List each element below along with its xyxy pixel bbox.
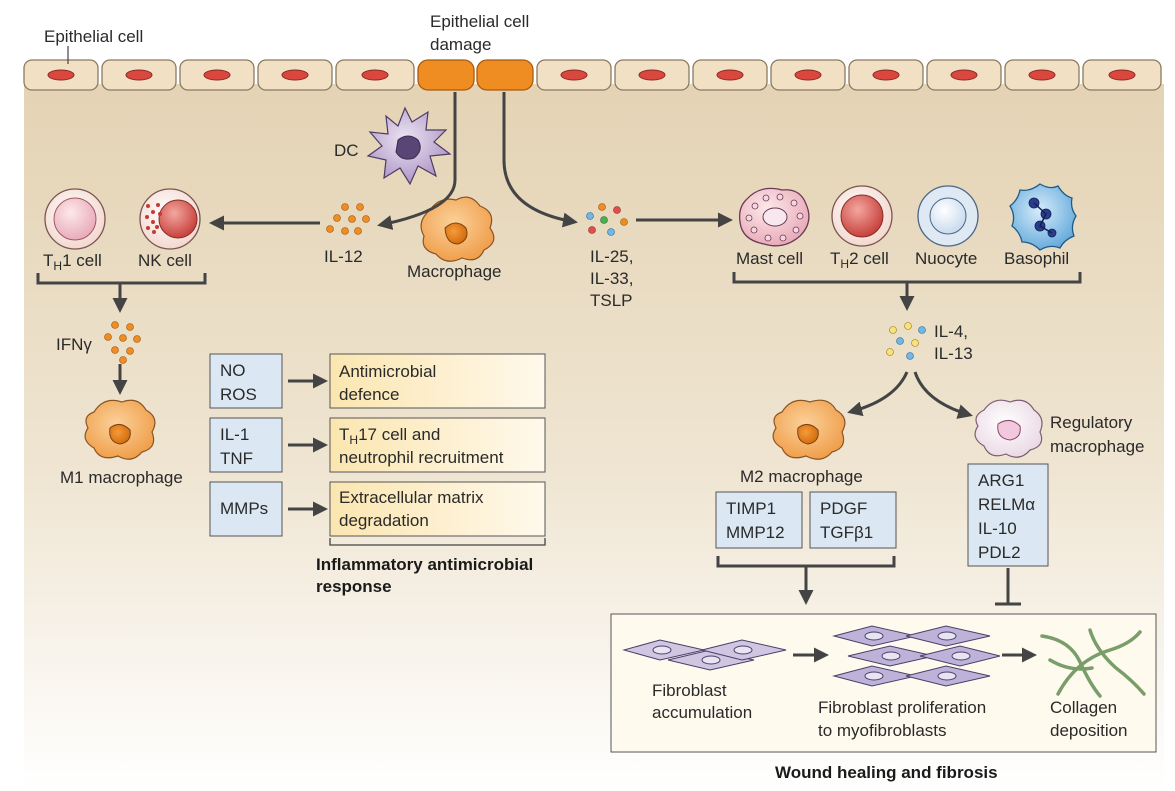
nuocyte-label: Nuocyte <box>915 249 977 268</box>
nuocyte-cell <box>917 185 979 247</box>
il33-label: IL-33, <box>590 269 633 288</box>
regulatory-product-box: ARG1 RELMα IL-10 PDL2 <box>967 463 1049 567</box>
relma-label: RELMα <box>978 495 1035 514</box>
input-no: NO <box>220 361 246 380</box>
collagen-fibres <box>1040 628 1146 698</box>
myofibroblast-cells <box>832 625 1001 687</box>
macrophage-label: Macrophage <box>407 262 502 281</box>
basophil-label: Basophil <box>1004 249 1069 268</box>
fibrosis-title: Wound healing and fibrosis <box>775 763 998 782</box>
il4-label: IL-4, <box>934 322 968 341</box>
output-antimicrobial: Antimicrobial <box>339 362 436 381</box>
il25-cytokine-dots <box>586 203 628 236</box>
timp1-label: TIMP1 <box>726 499 776 518</box>
m1-label: M1 macrophage <box>60 468 183 487</box>
th2-label: TH2 cell <box>830 249 889 271</box>
output-defence: defence <box>339 385 400 404</box>
m2-product-boxes: TIMP1 MMP12 PDGF TGFβ1 <box>715 491 897 549</box>
collagen-label-line2: deposition <box>1050 721 1128 740</box>
input-tnf: TNF <box>220 449 253 468</box>
ifng-cytokine-dots <box>104 321 141 364</box>
damage-label-line1: Epithelial cell <box>430 12 529 31</box>
macrophage-cell <box>420 196 495 262</box>
fibroblast-label-line1: Fibroblast <box>652 681 727 700</box>
proliferation-label-line2: to myofibroblasts <box>818 721 947 740</box>
mmp12-label: MMP12 <box>726 523 785 542</box>
epithelial-layer <box>23 59 1162 91</box>
output-th17: TH17 cell and <box>339 425 440 447</box>
arrow-to-il12 <box>377 92 457 230</box>
regulatory-label-line2: macrophage <box>1050 437 1145 456</box>
th2-cell <box>831 185 893 247</box>
input-mmps: MMPs <box>220 499 268 518</box>
output-degradation: degradation <box>339 511 429 530</box>
m2-macrophage-cell <box>772 399 846 460</box>
tgfb1-label: TGFβ1 <box>820 523 873 542</box>
il10-label: IL-10 <box>978 519 1017 538</box>
nk-cell <box>139 188 201 250</box>
il25-label: IL-25, <box>590 247 633 266</box>
pdgf-label: PDGF <box>820 499 867 518</box>
mast-label: Mast cell <box>736 249 803 268</box>
m1-macrophage-cell <box>84 399 156 460</box>
collagen-label-line1: Collagen <box>1050 698 1117 717</box>
il13-label: IL-13 <box>934 344 973 363</box>
m1-input-boxes: NO ROS IL-1 TNF MMPs <box>209 353 283 537</box>
type2-bracket <box>732 272 1082 284</box>
output-ecm: Extracellular matrix <box>339 488 484 507</box>
il4-cytokine-dots <box>886 322 926 360</box>
inflammatory-label-line1: Inflammatory antimicrobial <box>316 555 533 574</box>
damaged-cell-left <box>417 59 475 91</box>
regulatory-macrophage-cell <box>974 399 1043 458</box>
ifng-label: IFNγ <box>56 335 92 354</box>
il12-cytokine-dots <box>326 203 370 235</box>
damaged-cell-right <box>476 59 534 91</box>
nk-label: NK cell <box>138 251 192 270</box>
inflammatory-label-line2: response <box>316 577 392 596</box>
basophil-cell <box>1009 183 1077 251</box>
m1-output-boxes: Antimicrobial defence TH17 cell and neut… <box>329 353 546 537</box>
input-il1: IL-1 <box>220 425 249 444</box>
regulatory-label-line1: Regulatory <box>1050 413 1133 432</box>
output-neutrophil: neutrophil recruitment <box>339 448 504 467</box>
arrow-to-regulatory <box>913 371 973 419</box>
damage-label-line2: damage <box>430 35 491 54</box>
inflammatory-bracket <box>329 538 546 546</box>
epithelial-cell-label: Epithelial cell <box>44 27 143 46</box>
arrow-to-il25 <box>502 92 578 228</box>
arrow-to-m2 <box>847 371 909 417</box>
th1-nk-bracket <box>36 273 207 285</box>
dendritic-cell <box>366 106 452 186</box>
th1-label: TH1 cell <box>43 251 102 273</box>
tslp-label: TSLP <box>590 291 633 310</box>
proliferation-label-line1: Fibroblast proliferation <box>818 698 986 717</box>
fibroblast-accumulation-cells <box>622 639 787 671</box>
mast-cell <box>738 187 810 247</box>
m2-label: M2 macrophage <box>740 467 863 486</box>
dc-label: DC <box>334 141 359 160</box>
th1-cell <box>44 188 106 250</box>
m2-bracket <box>716 556 896 568</box>
pdl2-label: PDL2 <box>978 543 1021 562</box>
il12-label: IL-12 <box>324 247 363 266</box>
arg1-label: ARG1 <box>978 471 1024 490</box>
input-ros: ROS <box>220 385 257 404</box>
fibroblast-label-line2: accumulation <box>652 703 752 722</box>
